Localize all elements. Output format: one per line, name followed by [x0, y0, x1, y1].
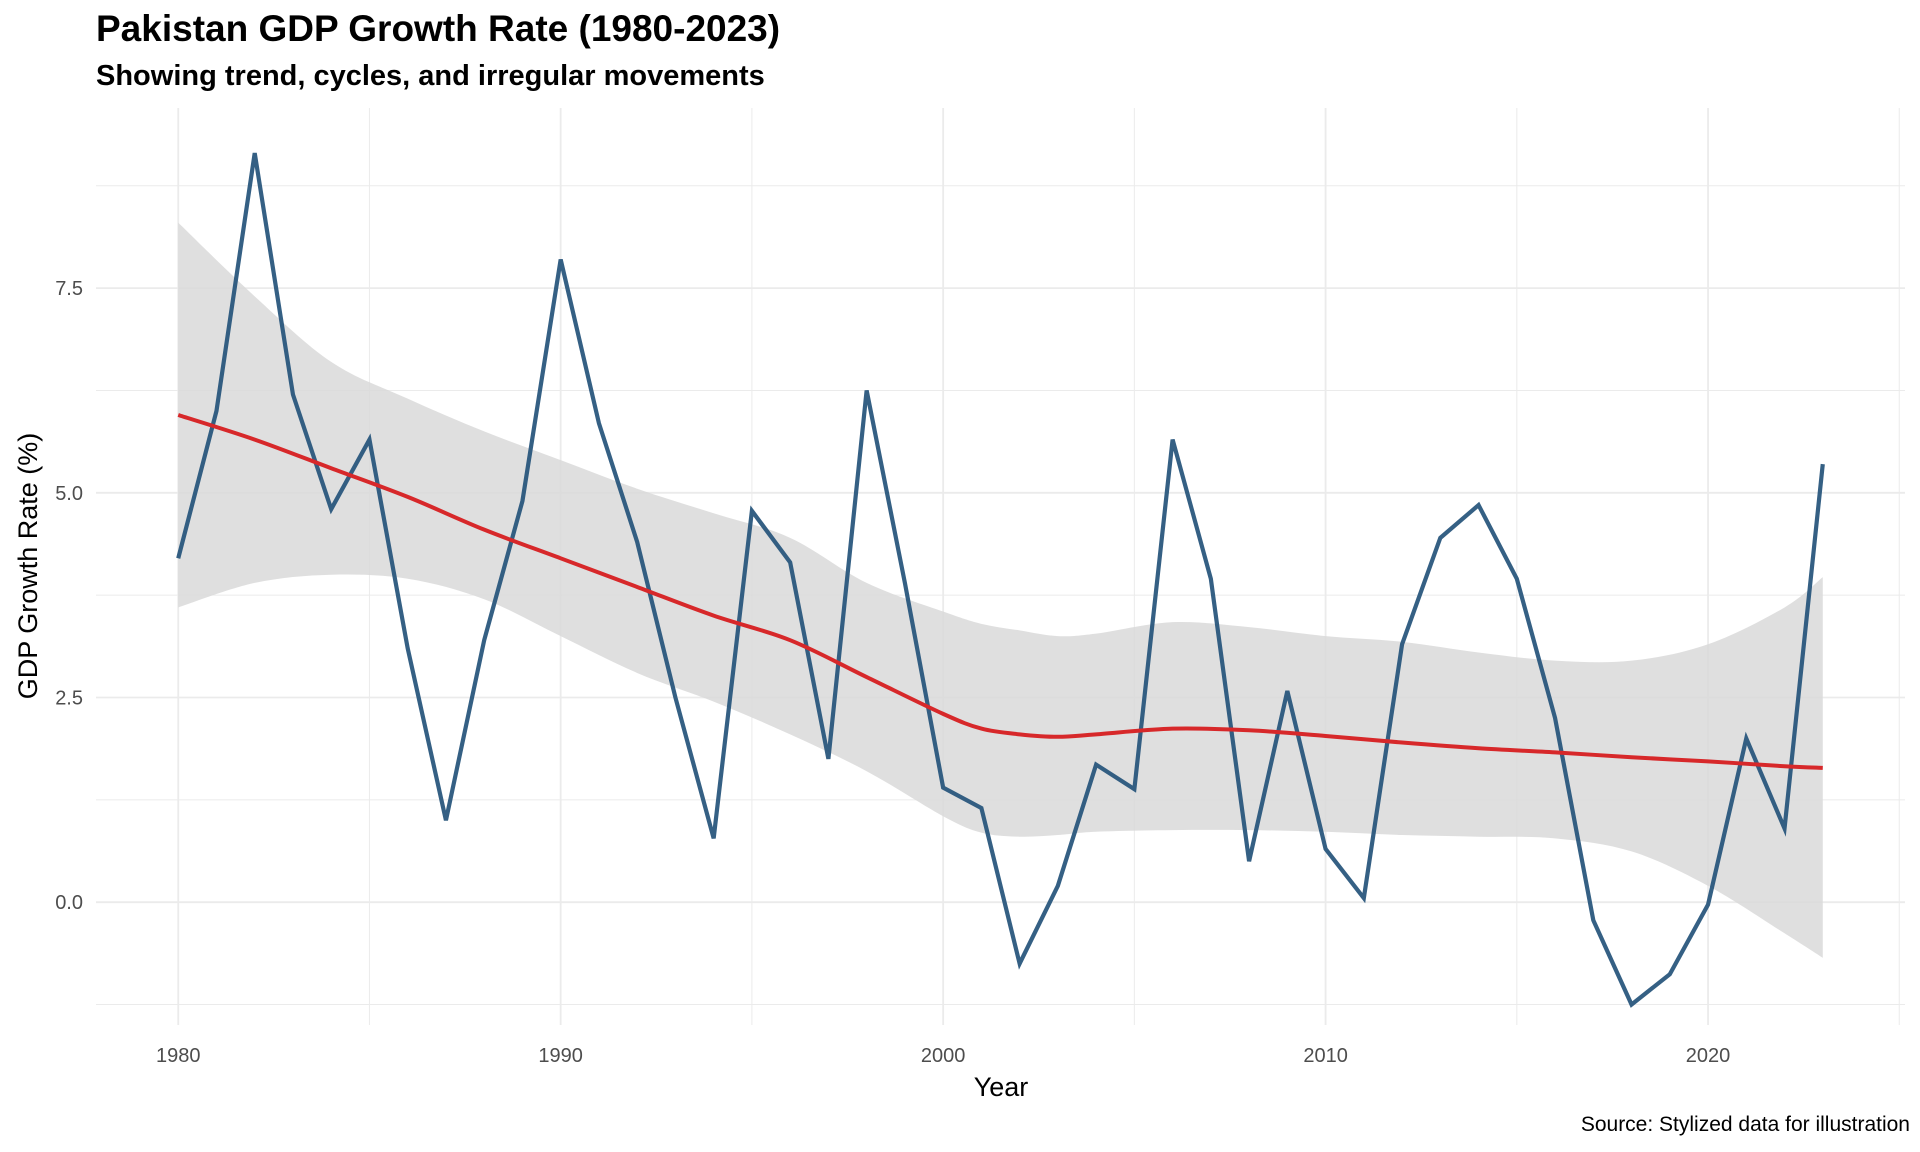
y-axis-ticks: 0.0 2.5 5.0 7.5: [55, 278, 83, 914]
chart-title: Pakistan GDP Growth Rate (1980-2023): [96, 8, 781, 49]
x-tick-label: 1990: [538, 1045, 583, 1067]
x-tick-label: 2010: [1303, 1045, 1348, 1067]
y-tick-label: 2.5: [55, 688, 83, 710]
x-tick-label: 1980: [156, 1045, 201, 1067]
x-tick-label: 2000: [921, 1045, 966, 1067]
x-axis-title: Year: [974, 1072, 1029, 1102]
x-tick-label: 2020: [1686, 1045, 1731, 1067]
trend-line: [177, 413, 1823, 770]
gdp-growth-line: [176, 152, 1825, 1008]
y-tick-label: 0.0: [55, 892, 83, 914]
confidence-band: [178, 222, 1823, 958]
y-tick-label: 5.0: [55, 483, 83, 505]
y-tick-label: 7.5: [55, 278, 83, 300]
source-caption: Source: Stylized data for illustration: [1580, 1113, 1910, 1136]
chart-subtitle: Showing trend, cycles, and irregular mov…: [96, 60, 765, 92]
x-axis-ticks: 1980 1990 2000 2010 2020: [156, 1045, 1730, 1067]
y-axis-title: GDP Growth Rate (%): [13, 433, 43, 700]
